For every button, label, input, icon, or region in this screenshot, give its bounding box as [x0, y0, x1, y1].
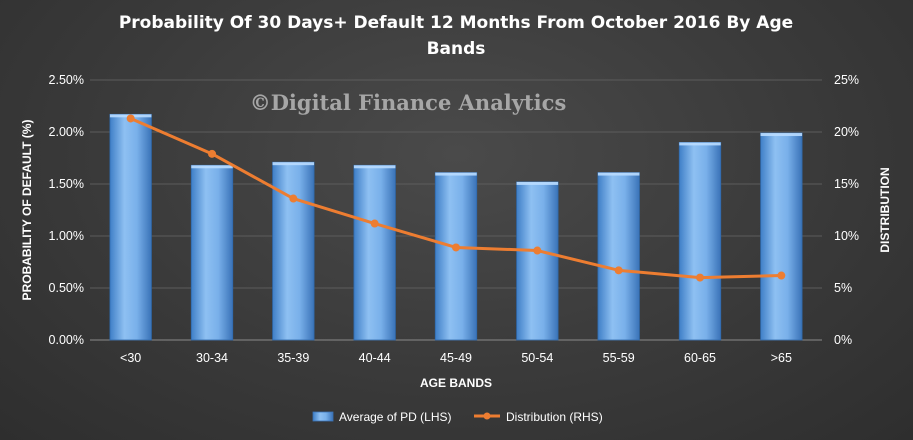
bar->65	[760, 132, 803, 341]
watermark: ©Digital Finance Analytics	[250, 90, 567, 115]
legend-swatch-marker	[483, 412, 491, 420]
bar-top-highlight	[435, 172, 477, 176]
chart-title-line-1: Probability Of 30 Days+ Default 12 Month…	[119, 13, 793, 33]
x-tick-label: 55-59	[603, 351, 635, 365]
left-tick-label: 0.50%	[49, 281, 84, 295]
distribution-point-50-54	[533, 246, 542, 255]
x-axis-ticks: <30 30-34 35-39 40-44 45-49 50-54 55-59 60-65 >6…	[120, 351, 792, 365]
distribution-point-35-39	[289, 194, 298, 203]
x-tick-label: <30	[120, 351, 141, 365]
x-axis-label: AGE BANDS	[420, 376, 492, 390]
x-tick-label: 60-65	[684, 351, 716, 365]
legend: Average of PD (LHS) Distribution (RHS)	[312, 410, 603, 424]
x-tick-label: 45-49	[440, 351, 472, 365]
left-tick-label: 0.00%	[49, 333, 84, 347]
x-tick-label: >65	[771, 351, 792, 365]
bar-30-34	[190, 164, 234, 341]
left-tick-label: 1.50%	[49, 177, 84, 191]
left-tick-label: 2.50%	[49, 73, 84, 87]
distribution-point-55-59	[614, 266, 623, 275]
distribution-point->65	[777, 271, 786, 280]
bar-top-highlight	[679, 142, 721, 146]
distribution-point-45-49	[452, 243, 460, 252]
bar-series	[109, 113, 803, 341]
right-tick-label: 20%	[834, 125, 859, 139]
right-tick-label: 0%	[834, 333, 852, 347]
x-tick-label: 40-44	[359, 351, 391, 365]
bar-35-39	[272, 161, 315, 341]
bar-<30	[109, 113, 152, 341]
chart-title-line-2: Bands	[427, 39, 486, 59]
bar-top-highlight	[191, 165, 233, 169]
distribution-point-30-34	[208, 149, 216, 158]
x-tick-label: 30-34	[196, 351, 228, 365]
bar-top-highlight	[516, 181, 559, 185]
y-axis-label-left: PROBABILITY OF DEFAULT (%)	[20, 120, 34, 301]
left-axis-ticks: 0.00% 0.50% 1.00% 1.50% 2.00% 2.50%	[49, 73, 84, 347]
bar-top-highlight	[597, 172, 640, 176]
left-tick-label: 2.00%	[49, 125, 84, 139]
right-tick-label: 15%	[834, 177, 859, 191]
bar-top-highlight	[272, 162, 315, 166]
legend-label-line: Distribution (RHS)	[506, 410, 603, 424]
x-tick-label: 50-54	[521, 351, 553, 365]
right-tick-label: 10%	[834, 229, 859, 243]
bar-45-49	[434, 172, 478, 341]
bar-top-highlight	[760, 133, 803, 137]
y-axis-label-right: DISTRIBUTION	[878, 167, 892, 252]
distribution-point-<30	[126, 114, 135, 123]
right-tick-label: 25%	[834, 73, 859, 87]
legend-label-bars: Average of PD (LHS)	[339, 410, 452, 424]
bar-60-65	[678, 141, 722, 341]
legend-swatch-bars	[312, 411, 334, 422]
line-series	[126, 114, 786, 282]
bar-40-44	[353, 164, 396, 341]
right-tick-label: 5%	[834, 281, 852, 295]
distribution-point-40-44	[370, 219, 379, 228]
bar-55-59	[597, 172, 640, 341]
right-axis-ticks: 0% 5% 10% 15% 20% 25%	[834, 73, 859, 347]
bar-top-highlight	[353, 165, 396, 169]
distribution-point-60-65	[696, 273, 704, 282]
left-tick-label: 1.00%	[49, 229, 84, 243]
bar-50-54	[516, 181, 559, 341]
x-tick-label: 35-39	[277, 351, 309, 365]
